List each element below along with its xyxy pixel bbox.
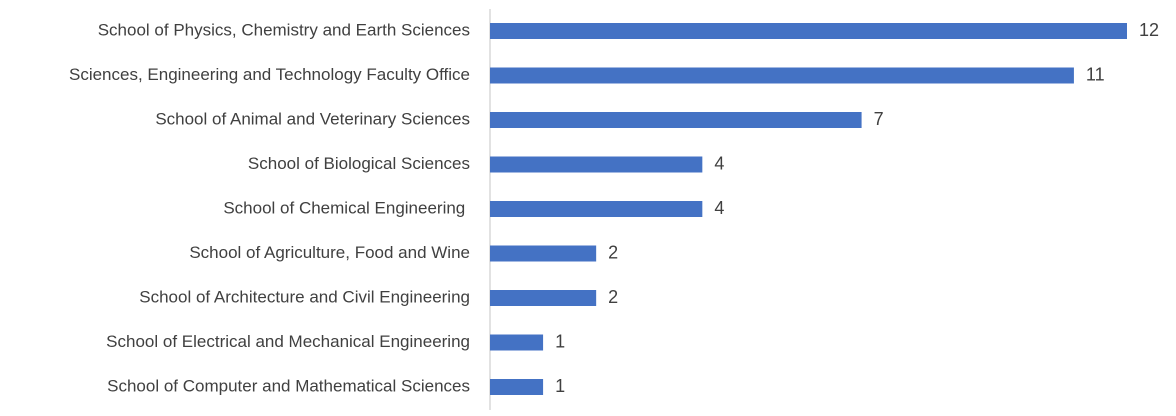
bar [490,201,703,217]
category-label: School of Agriculture, Food and Wine [189,243,470,262]
category-label: School of Computer and Mathematical Scie… [107,376,470,395]
data-label: 4 [714,198,724,218]
category-label: School of Architecture and Civil Enginee… [139,287,470,306]
category-label: School of Chemical Engineering [223,198,470,217]
data-label: 11 [1086,64,1105,84]
bar [490,245,597,262]
data-label: 4 [714,153,724,173]
bar [490,23,1127,39]
category-label: Sciences, Engineering and Technology Fac… [69,65,470,84]
bar [490,379,544,395]
data-label: 7 [874,109,884,129]
data-label: 2 [608,242,618,262]
category-label: School of Animal and Veterinary Sciences [155,109,470,128]
bar [490,334,544,351]
bar [490,112,862,128]
bar [490,290,597,306]
data-label: 12 [1139,20,1159,40]
bar [490,67,1074,84]
category-label: School of Physics, Chemistry and Earth S… [98,20,470,39]
category-label: School of Biological Sciences [248,154,470,173]
data-label: 1 [555,331,565,351]
bar [490,156,703,173]
category-label: School of Electrical and Mechanical Engi… [106,332,470,351]
data-label: 2 [608,287,618,307]
data-label: 1 [555,376,565,396]
